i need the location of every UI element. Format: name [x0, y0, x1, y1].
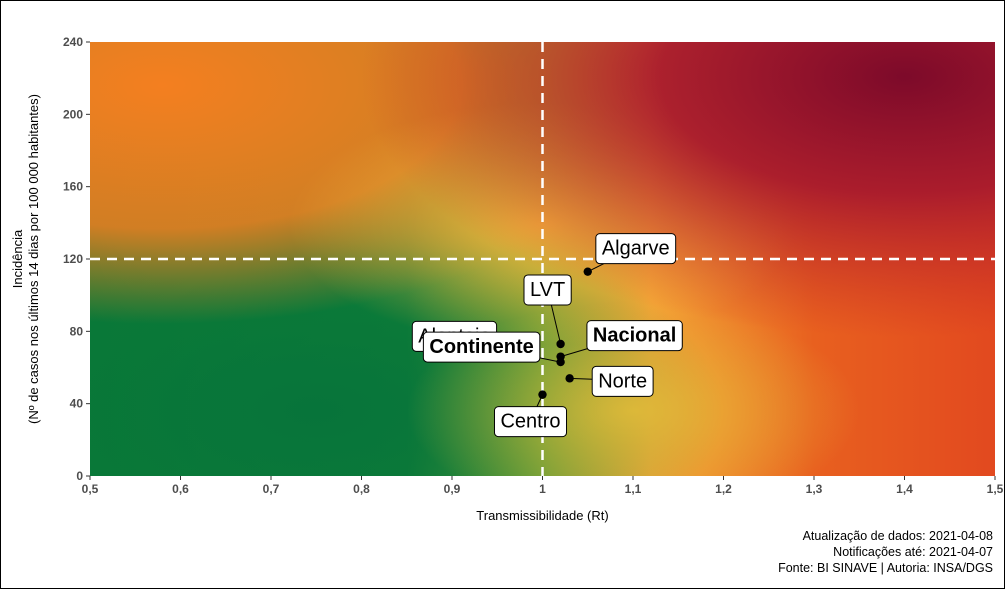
y-tick-label: 120: [63, 252, 83, 266]
x-tick-label: 1,2: [715, 482, 732, 496]
label-text-norte: Norte: [598, 370, 647, 392]
x-tick-label: 0,9: [444, 482, 461, 496]
x-tick-label: 1,5: [987, 482, 1004, 496]
axes: 0,5 0,6 0,7 0,8 0,9 1 1,1 1,2 1,3 1,4 1,5 0 40 80 120 1…: [63, 35, 1004, 496]
x-tick-label: 1,3: [806, 482, 823, 496]
label-box-continente: [422, 331, 541, 363]
label-box-nacional: [586, 320, 683, 352]
x-tick-label: 0,8: [353, 482, 370, 496]
footer-update-date: Atualização de dados: 2021-04-08: [802, 529, 993, 543]
x-tick-label: 1,1: [625, 482, 642, 496]
label-nacional: Nacional: [586, 320, 683, 352]
label-continente: Continente: [422, 331, 541, 363]
label-centro: Centro: [493, 406, 568, 438]
label-box-algarve: [595, 233, 677, 265]
label-box-lvt: [523, 274, 572, 306]
y-axis-label-line2: (Nº de casos nos últimos 14 dias por 100…: [26, 94, 41, 424]
point-continente: [556, 357, 565, 367]
x-axis-label: Transmissibilidade (Rt): [476, 508, 608, 523]
footer-source: Fonte: BI SINAVE | Autoria: INSA/DGS: [778, 561, 993, 575]
label-box-norte: [591, 365, 654, 397]
label-text-centro: Centro: [500, 411, 560, 433]
label-text-lvt: LVT: [530, 279, 565, 301]
reference-lines: [90, 42, 995, 476]
y-tick-label: 160: [63, 180, 83, 194]
x-tick-label: 1,4: [896, 482, 913, 496]
label-text-nacional: Nacional: [593, 325, 676, 347]
point-norte: [565, 374, 574, 383]
label-algarve: Algarve: [595, 233, 677, 265]
y-tick-label: 240: [63, 35, 83, 49]
label-lvt: LVT: [523, 274, 572, 306]
label-box-centro: [493, 406, 568, 438]
point-algarve: [583, 267, 592, 276]
x-tick-label: 0,5: [82, 482, 99, 496]
y-tick-label: 200: [63, 107, 83, 121]
data-points: AlgarveLVTNacionalAlentejoNorteContinent…: [411, 233, 683, 438]
x-tick-label: 0,6: [172, 482, 189, 496]
y-axis-label-line1: Incidência: [10, 229, 25, 288]
footer-notifications-date: Notificações até: 2021-04-07: [833, 545, 993, 559]
label-norte: Norte: [591, 365, 654, 397]
y-tick-label: 40: [70, 397, 84, 411]
x-tick-label: 0,7: [263, 482, 280, 496]
label-text-continente: Continente: [429, 336, 533, 358]
point-lvt: [556, 339, 565, 349]
label-text-algarve: Algarve: [602, 238, 670, 260]
y-tick-label: 80: [70, 324, 84, 338]
y-tick-label: 0: [76, 469, 83, 483]
x-tick-label: 1: [539, 482, 546, 496]
point-centro: [538, 390, 547, 399]
